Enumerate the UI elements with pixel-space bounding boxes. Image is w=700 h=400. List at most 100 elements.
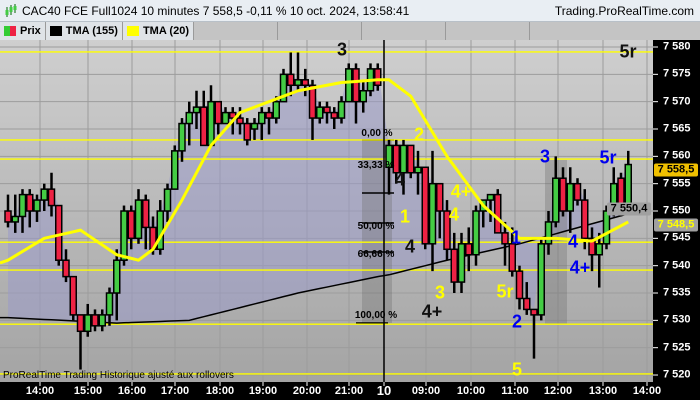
- chart-title: CAC40 FCE Full1024 10 minutes 7 558,5 -0…: [22, 4, 410, 18]
- candle-body: [537, 243, 545, 316]
- candle-body: [523, 297, 531, 311]
- candle: [192, 90, 201, 130]
- candlestick-app-icon: [5, 4, 17, 17]
- candle: [515, 265, 524, 310]
- legend-empty-slot: [278, 22, 362, 40]
- candle: [559, 167, 567, 217]
- candle: [185, 101, 193, 146]
- wave-label: 4+: [450, 181, 472, 202]
- candle: [250, 118, 259, 140]
- wave-label: 3: [434, 282, 446, 303]
- candle-body: [308, 84, 317, 119]
- price-tick-label: 7 545: [663, 231, 691, 244]
- candle: [414, 150, 422, 195]
- wave-label: 4: [404, 236, 416, 257]
- candle: [308, 79, 317, 140]
- fib-label-66: 66,66 %: [357, 249, 395, 260]
- candle-body: [316, 106, 324, 119]
- candle-body: [272, 100, 280, 119]
- candle-body: [55, 204, 63, 261]
- candle: [207, 85, 215, 147]
- candle: [272, 96, 280, 124]
- candle-body: [508, 243, 516, 272]
- candle: [359, 79, 367, 113]
- candle-body: [457, 243, 466, 283]
- candle-body: [84, 314, 92, 333]
- candle: [552, 156, 560, 228]
- candle: [221, 107, 230, 125]
- time-tick-label: 17:00: [160, 385, 190, 397]
- candle-body: [113, 259, 121, 294]
- legend-price[interactable]: Prix: [0, 22, 46, 40]
- candle-body: [530, 308, 538, 316]
- candle: [287, 52, 295, 97]
- time-tick-label: 14:00: [25, 385, 55, 397]
- candle-body: [436, 182, 444, 212]
- candle-body: [18, 193, 27, 218]
- candle: [421, 166, 429, 250]
- wave-label: 4: [394, 169, 406, 190]
- wave-label: 4: [567, 231, 579, 252]
- candle-body: [163, 188, 172, 212]
- fib-label-33: 33,33 %: [357, 160, 395, 171]
- candle: [407, 144, 415, 179]
- price-tag: 7 558,5: [654, 163, 698, 177]
- candle: [113, 249, 121, 321]
- candle-body: [26, 193, 34, 212]
- time-axis: [0, 382, 700, 400]
- candle-body: [392, 144, 400, 174]
- candle: [200, 90, 208, 147]
- wave-label: 4+: [421, 301, 443, 322]
- candle-body: [105, 292, 114, 316]
- time-tick-label: 13:00: [588, 385, 618, 397]
- candle: [436, 182, 444, 239]
- candle-body: [200, 106, 208, 147]
- candle: [62, 249, 70, 283]
- candle: [530, 308, 538, 359]
- candle: [134, 189, 143, 244]
- candle-body: [62, 259, 70, 278]
- candle: [26, 189, 34, 228]
- candle: [588, 227, 596, 272]
- candle: [294, 52, 302, 91]
- time-tick-label: 16:00: [117, 385, 147, 397]
- legend-tma155[interactable]: TMA (155): [45, 22, 123, 40]
- candle-body: [301, 79, 309, 87]
- candle-body: [221, 111, 230, 125]
- candle: [501, 221, 509, 266]
- candle-body: [279, 73, 288, 103]
- candle-body: [515, 270, 524, 300]
- legend-tma20[interactable]: TMA (20): [122, 22, 194, 40]
- candle-body: [501, 232, 509, 245]
- site-link[interactable]: Trading.ProRealTime.com: [554, 4, 694, 18]
- candle-body: [374, 68, 382, 87]
- candle: [98, 309, 106, 332]
- candle-body: [47, 188, 56, 207]
- candle-body: [352, 68, 360, 103]
- candle: [566, 167, 574, 233]
- candle-body: [185, 111, 193, 125]
- candle-body: [407, 144, 415, 174]
- legend-label: TMA (20): [142, 25, 189, 37]
- candle-body: [294, 79, 302, 87]
- candle: [171, 145, 179, 190]
- candle: [11, 194, 19, 233]
- candle: [428, 150, 437, 272]
- time-tick-label: 18:00: [205, 385, 235, 397]
- time-tick-label: 21:00: [334, 385, 364, 397]
- candle-body: [98, 314, 106, 327]
- wave-label: 2: [413, 124, 425, 145]
- candle: [258, 107, 266, 140]
- candle-body: [414, 166, 422, 174]
- candle-body: [624, 163, 632, 207]
- candle-body: [559, 177, 567, 212]
- fib-label-50: 50,00 %: [357, 221, 395, 232]
- candle: [443, 200, 451, 261]
- candle: [392, 139, 400, 184]
- candle-body: [258, 111, 266, 125]
- candle: [330, 107, 338, 130]
- legend-label: Prix: [20, 25, 41, 37]
- candle: [316, 101, 324, 124]
- price-tick-label: 7 550: [663, 204, 691, 217]
